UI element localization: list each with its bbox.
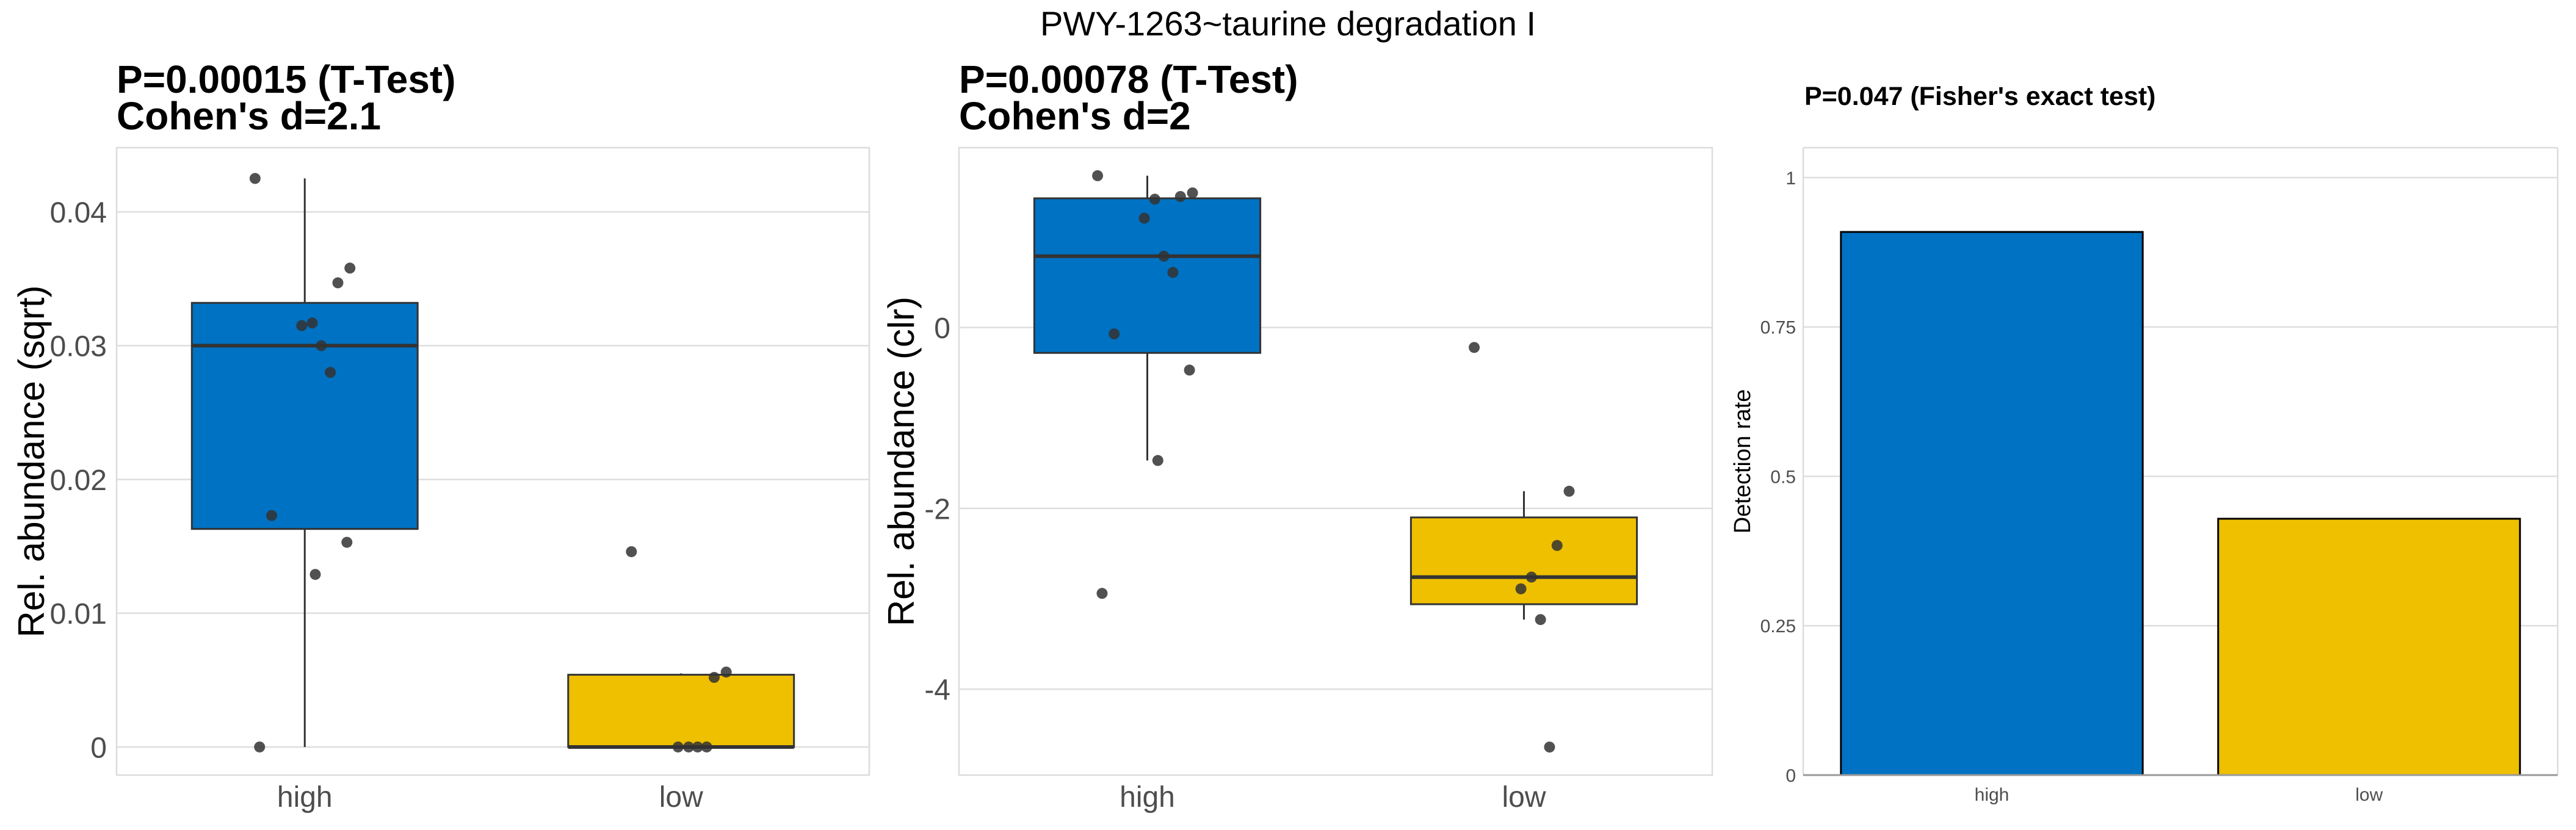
y-axis-title: Detection rate [1730, 389, 1756, 534]
data-point-low [1515, 583, 1527, 594]
data-point-high [1184, 364, 1195, 376]
y-tick-label: 0.5 [1770, 467, 1796, 487]
bar-high [1840, 231, 2144, 776]
y-tick-label: -4 [924, 674, 950, 707]
data-point-high [1152, 455, 1163, 466]
y-tick-label: 0.25 [1760, 616, 1796, 637]
box-high [1033, 197, 1262, 354]
data-point-low [1563, 485, 1575, 497]
panel-subtitle: Cohen's d=2.1 [117, 94, 381, 138]
data-point-low [1525, 571, 1537, 583]
data-point-high [254, 741, 266, 752]
data-point-low [720, 666, 732, 678]
data-point-low [1544, 742, 1555, 753]
y-tick-label: 0 [1785, 766, 1796, 786]
panel-3: P=0.047 (Fisher's exact test) 0 0.25 0.5 0.7… [1730, 82, 2559, 805]
panel-subtitle: P=0.047 (Fisher's exact test) [1804, 82, 2156, 111]
data-point-high [316, 340, 327, 352]
data-point-high [325, 367, 336, 378]
data-point-high [1109, 328, 1120, 340]
data-point-high [344, 262, 356, 274]
y-tick-label: -2 [924, 493, 950, 525]
data-point-high [309, 569, 321, 580]
box-high [190, 301, 419, 530]
panel-1: P=0.00015 (T-Test)Cohen's d=2.1 0 0.01 0.02… [11, 57, 870, 814]
plot-frame [958, 146, 1713, 776]
data-point-high [1092, 170, 1104, 181]
y-tick-label: 0.04 [50, 197, 107, 229]
x-tick-label: low [2355, 785, 2382, 805]
panel-subtitle: Cohen's d=2 [959, 94, 1191, 138]
data-point-low [1551, 540, 1563, 551]
x-tick-label: high [1975, 785, 2010, 805]
y-tick-label: 0.02 [50, 464, 107, 497]
data-point-high [249, 173, 261, 184]
panel-subtitle: P=0.00078 (T-Test) [959, 57, 1298, 101]
data-point-high [1158, 250, 1170, 262]
x-tick-label: high [1120, 781, 1175, 814]
data-point-low [701, 741, 712, 752]
data-point-high [1187, 187, 1198, 199]
y-tick-label: 0 [934, 312, 950, 345]
x-tick-label: high [277, 781, 333, 814]
data-point-high [1149, 193, 1160, 205]
panel-2: P=0.00078 (T-Test)Cohen's d=2 -4 -2 0 Rel. a… [881, 57, 1713, 814]
data-point-high [1138, 212, 1150, 224]
y-tick-label: 0 [90, 732, 107, 764]
data-point-low [672, 741, 684, 752]
plot-frame [115, 146, 870, 776]
data-point-high [332, 277, 344, 289]
y-axis-title: Rel. abundance (clr) [881, 297, 922, 626]
data-point-low [626, 546, 637, 557]
data-point-high [306, 317, 318, 329]
panel-subtitle: P=0.00015 (T-Test) [117, 57, 456, 101]
y-axis-title: Rel. abundance (sqrt) [11, 286, 52, 638]
bar-low [2217, 518, 2521, 776]
data-point-low [1535, 614, 1546, 626]
y-tick-label: 0.03 [50, 331, 107, 363]
y-tick-label: 0.01 [50, 598, 107, 630]
data-point-low [692, 741, 703, 752]
data-point-low [1469, 342, 1480, 353]
data-point-high [266, 510, 277, 521]
figure-title: PWY-1263~taurine degradation I [1040, 4, 1536, 43]
data-point-high [1174, 190, 1186, 202]
box-low [567, 674, 795, 748]
data-point-low [709, 671, 720, 683]
data-point-high [341, 536, 353, 548]
data-point-high [296, 320, 308, 331]
x-tick-label: low [1502, 781, 1546, 814]
data-point-high [1167, 267, 1179, 278]
data-point-high [1096, 588, 1108, 599]
y-tick-label: 0.75 [1760, 318, 1796, 338]
x-tick-label: low [659, 781, 703, 814]
y-tick-label: 1 [1785, 168, 1796, 189]
data-point-low [683, 741, 695, 752]
